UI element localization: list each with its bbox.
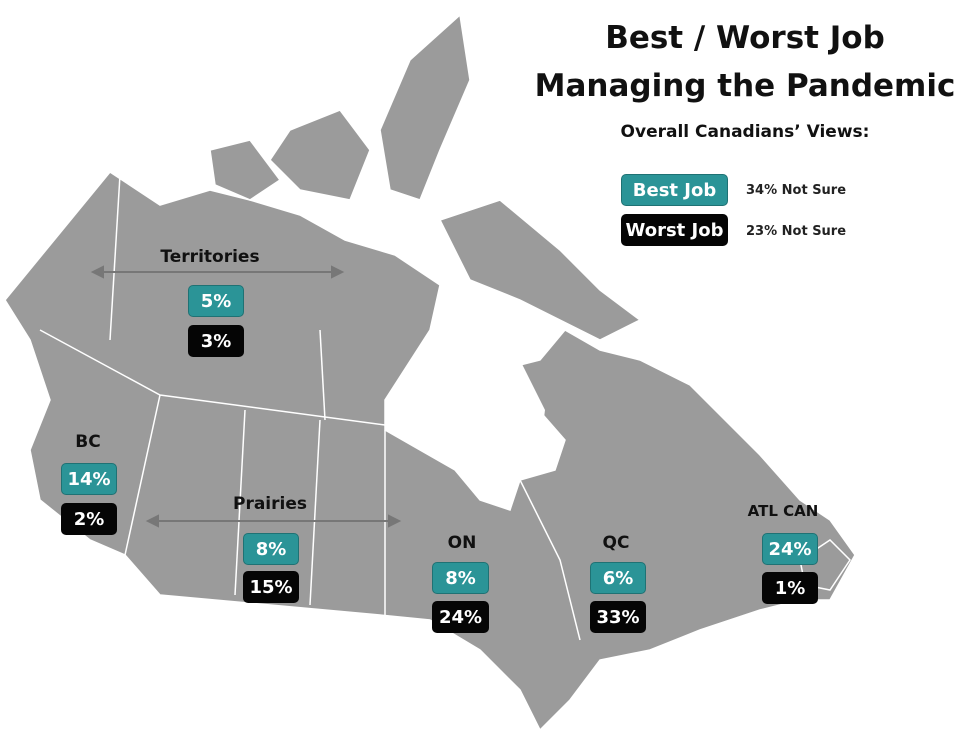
subtitle: Overall Canadians’ Views:: [620, 122, 870, 142]
territories-worst: 3%: [188, 325, 244, 357]
title-line-2: Managing the Pandemic: [534, 68, 956, 104]
prairies-best: 8%: [243, 533, 299, 565]
arctic-island: [379, 13, 471, 201]
qc-label: QC: [602, 533, 630, 553]
arctic-island: [269, 109, 371, 201]
atl-label: ATL CAN: [747, 502, 819, 520]
bc-best: 14%: [61, 463, 117, 495]
on-best: 8%: [432, 562, 489, 594]
territories-best: 5%: [188, 285, 244, 317]
title-line-1: Best / Worst Job: [605, 20, 885, 56]
region-arrows: [90, 265, 402, 528]
baffin-island: [438, 199, 642, 341]
on-label: ON: [447, 533, 477, 553]
hudson-bay: [400, 360, 545, 480]
bc-worst: 2%: [61, 503, 117, 535]
bc-label: BC: [75, 432, 101, 452]
on-worst: 24%: [432, 601, 489, 633]
atl-worst: 1%: [762, 572, 818, 604]
legend-best-note: 34% Not Sure: [746, 183, 847, 198]
qc-best: 6%: [590, 562, 646, 594]
territories-label: Territories: [160, 247, 260, 267]
legend-worst-note: 23% Not Sure: [746, 224, 847, 239]
prairies-worst: 15%: [243, 571, 299, 603]
arctic-island: [209, 139, 282, 201]
legend-worst-badge: Worst Job: [621, 214, 728, 246]
prairies-label: Prairies: [232, 494, 308, 514]
mainland: [4, 171, 856, 732]
atl-best: 24%: [762, 533, 818, 565]
qc-worst: 33%: [590, 601, 646, 633]
province-borders: [39, 174, 581, 641]
legend-best-badge: Best Job: [621, 174, 728, 206]
